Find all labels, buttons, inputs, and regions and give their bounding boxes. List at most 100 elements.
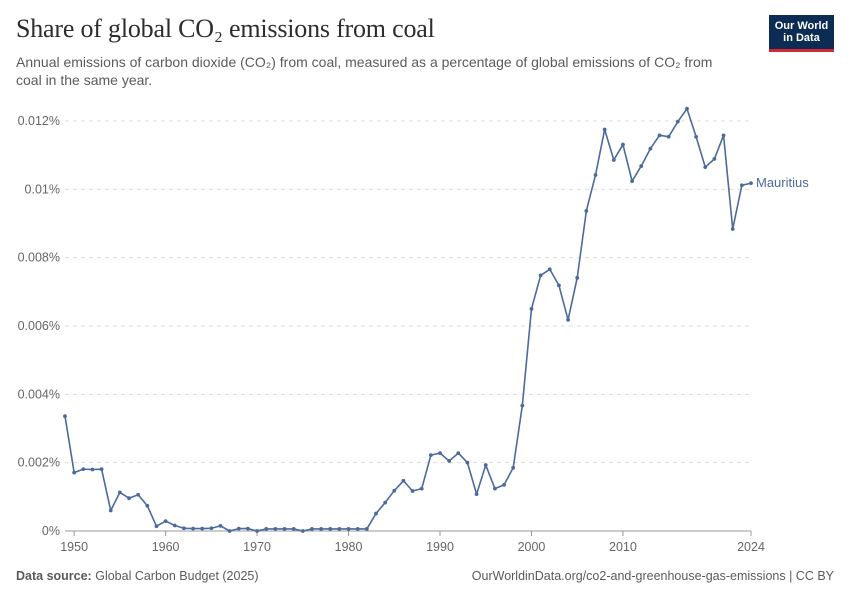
- data-point: [557, 283, 561, 288]
- y-tick-label: 0.01%: [25, 182, 60, 196]
- data-point: [291, 527, 296, 531]
- data-point: [90, 467, 95, 472]
- data-point: [127, 496, 131, 501]
- source-url[interactable]: OurWorldinData.org/co2-and-greenhouse-ga…: [471, 569, 834, 583]
- data-point: [611, 158, 616, 162]
- data-point: [273, 527, 278, 531]
- data-point: [511, 465, 516, 470]
- data-point: [145, 503, 150, 508]
- data-point: [456, 451, 461, 455]
- data-point: [492, 486, 497, 491]
- y-tick-label: 0.012%: [18, 114, 60, 128]
- data-point: [108, 508, 113, 513]
- y-tick-label: 0.004%: [18, 387, 60, 401]
- data-point: [218, 523, 223, 528]
- data-point: [648, 146, 653, 151]
- data-point: [255, 529, 259, 533]
- data-point: [364, 527, 369, 531]
- data-point: [474, 492, 479, 496]
- data-point: [547, 267, 552, 272]
- data-point: [319, 527, 324, 531]
- data-point: [310, 527, 314, 531]
- data-point: [502, 482, 506, 487]
- data-point: [401, 478, 406, 483]
- data-point: [374, 511, 378, 516]
- data-point: [200, 526, 205, 531]
- data-point: [209, 526, 214, 531]
- data-point: [694, 134, 699, 139]
- data-point: [721, 133, 726, 138]
- data-point: [712, 157, 717, 161]
- data-point: [428, 453, 433, 458]
- y-tick-label: 0.006%: [18, 319, 60, 333]
- data-point: [182, 526, 186, 531]
- data-point: [264, 527, 269, 531]
- data-point: [657, 133, 662, 138]
- data-point: [465, 460, 470, 465]
- data-point: [566, 317, 570, 322]
- data-point: [154, 524, 159, 529]
- data-point: [730, 227, 735, 231]
- data-point: [236, 526, 241, 531]
- x-tick-label: 1970: [243, 540, 271, 554]
- data-point: [483, 463, 488, 467]
- data-point: [703, 165, 708, 170]
- data-point: [337, 527, 342, 531]
- data-point: [621, 142, 625, 147]
- x-tick-label: 1960: [152, 540, 180, 554]
- y-tick-label: 0%: [42, 524, 60, 538]
- data-point: [410, 489, 415, 493]
- data-source: Data source: Global Carbon Budget (2025): [16, 569, 259, 583]
- data-point: [447, 459, 452, 463]
- x-tick-label: 1990: [426, 540, 454, 554]
- data-point: [300, 529, 305, 533]
- data-point: [666, 134, 671, 139]
- data-point: [685, 106, 689, 111]
- data-point: [520, 403, 525, 408]
- axes: 0% 0.002% 0.004% 0.006% 0.008% 0.01% 0.012% 195…: [18, 114, 765, 554]
- x-tick-label: 2024: [737, 540, 765, 554]
- logo-line-1: Our World: [774, 20, 829, 32]
- owid-logo[interactable]: Our World in Data: [769, 15, 834, 52]
- data-point: [355, 527, 360, 531]
- data-point: [675, 119, 680, 124]
- logo-line-2: in Data: [783, 32, 820, 44]
- y-tick-label: 0.002%: [18, 456, 60, 470]
- data-point: [584, 208, 589, 213]
- data-point: [191, 526, 195, 531]
- data-point: [739, 183, 744, 188]
- data-point: [383, 500, 388, 505]
- data-point: [419, 486, 424, 491]
- data-point: [749, 181, 753, 186]
- data-point: [328, 527, 333, 531]
- data-point: [246, 526, 250, 531]
- x-tick-label: 1950: [60, 540, 88, 554]
- x-tick-label: 2010: [609, 540, 637, 554]
- data-point: [63, 414, 67, 419]
- data-point: [99, 467, 104, 472]
- data-point: [538, 273, 543, 278]
- data-point: [346, 527, 351, 531]
- x-tick-label: 2000: [518, 540, 546, 554]
- grid-lines: [65, 120, 751, 464]
- data-point: [136, 492, 141, 497]
- data-point: [117, 490, 122, 495]
- data-point: [163, 519, 168, 523]
- chart-title: Share of global CO₂ emissions from coal: [16, 14, 435, 43]
- data-point: [282, 527, 287, 531]
- data-point: [81, 467, 86, 472]
- series-label: Mauritius: [756, 175, 809, 190]
- data-source-text[interactable]: Global Carbon Budget (2025): [95, 569, 259, 583]
- data-point: [593, 173, 598, 177]
- data-point: [602, 127, 607, 132]
- chart-subtitle: Annual emissions of carbon dioxide (CO₂)…: [16, 54, 713, 88]
- x-tick-label: 1980: [335, 540, 363, 554]
- data-point: [72, 470, 77, 475]
- data-point: [529, 307, 534, 311]
- data-point: [172, 523, 177, 528]
- data-point: [639, 164, 644, 169]
- data-source-label: Data source:: [16, 569, 92, 583]
- y-tick-label: 0.008%: [18, 251, 60, 265]
- series-layer: Mauritius: [63, 106, 809, 533]
